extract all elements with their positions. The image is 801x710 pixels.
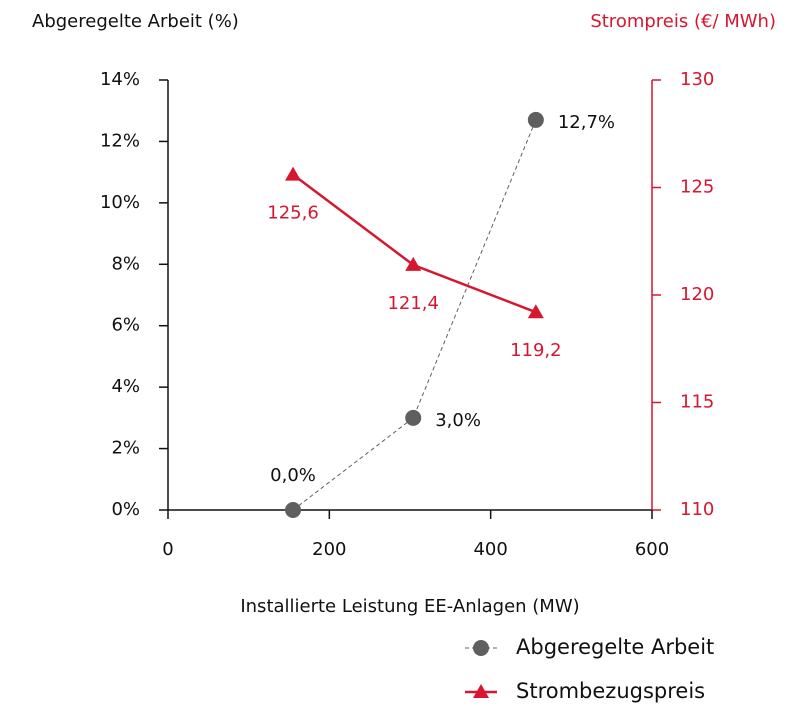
marker bbox=[527, 304, 544, 319]
y2-tick-label: 130 bbox=[680, 69, 714, 90]
legend-marker bbox=[473, 684, 489, 698]
legend-label: Strombezugspreis bbox=[516, 679, 705, 703]
data-label: 12,7% bbox=[558, 112, 615, 133]
y2-axis-title: Strompreis (€/ MWh) bbox=[590, 11, 776, 32]
data-label: 3,0% bbox=[435, 410, 481, 431]
y-tick-label: 10% bbox=[100, 192, 140, 213]
legend-label: Abgeregelte Arbeit bbox=[516, 635, 714, 659]
y2-tick-label: 115 bbox=[680, 392, 714, 413]
y-tick-label: 14% bbox=[100, 69, 140, 90]
y2-tick-label: 120 bbox=[680, 284, 714, 305]
marker bbox=[285, 166, 302, 181]
y-axis-title: Abgeregelte Arbeit (%) bbox=[32, 11, 239, 32]
y-tick-label: 0% bbox=[111, 499, 140, 520]
series-line bbox=[292, 173, 537, 314]
data-label: 119,2 bbox=[510, 340, 562, 361]
legend-marker bbox=[473, 640, 489, 656]
x-tick-label: 600 bbox=[635, 539, 669, 560]
y2-tick-label: 110 bbox=[680, 499, 714, 520]
x-tick-label: 0 bbox=[162, 539, 173, 560]
data-label: 0,0% bbox=[270, 465, 316, 486]
data-label: 121,4 bbox=[387, 293, 439, 314]
y2-tick-label: 125 bbox=[680, 177, 714, 198]
x-tick-label: 200 bbox=[312, 539, 346, 560]
y-tick-label: 12% bbox=[100, 130, 140, 151]
marker bbox=[285, 502, 302, 518]
y-tick-label: 2% bbox=[111, 438, 140, 459]
marker bbox=[527, 111, 544, 128]
y-tick-label: 4% bbox=[111, 376, 140, 397]
data-label: 125,6 bbox=[267, 203, 319, 224]
marker bbox=[405, 409, 422, 426]
y-tick-label: 6% bbox=[111, 315, 140, 336]
marker bbox=[405, 256, 422, 271]
series-line bbox=[292, 119, 537, 511]
x-tick-label: 400 bbox=[473, 539, 507, 560]
y-tick-label: 8% bbox=[111, 253, 140, 274]
x-axis-title: Installierte Leistung EE-Anlagen (MW) bbox=[240, 596, 579, 617]
